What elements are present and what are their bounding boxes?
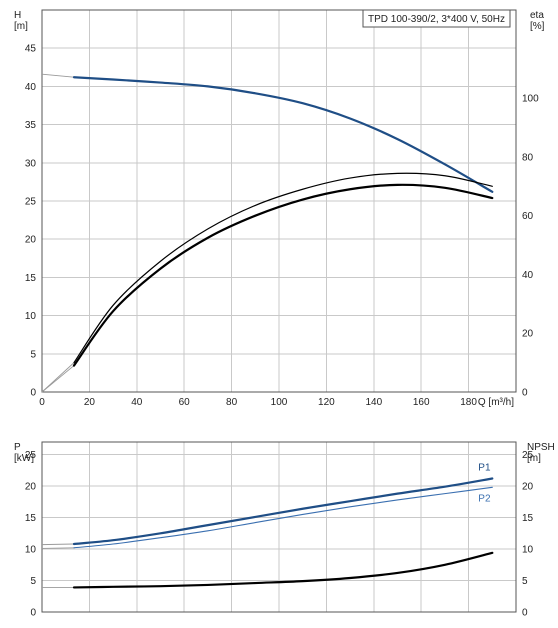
chart-title-box: TPD 100-390/2, 3*400 V, 50Hz: [362, 9, 511, 28]
y-left-tick-label: 5: [30, 349, 36, 360]
y-right-tick-label: 25: [522, 450, 534, 461]
y-right-axis-label: NPSH: [527, 442, 555, 453]
y-left-tick-label: 5: [30, 576, 36, 587]
x-tick-label: 160: [413, 397, 430, 408]
y-left-tick-label: 0: [30, 608, 36, 619]
y-right-tick-label: 15: [522, 513, 534, 524]
chart-panel-2: 0 5 10 15 20 25 0 5 10 15 20 25 P[kW] NPSH[m] P1 P2: [14, 441, 555, 619]
y-left-tick-label: 20: [25, 235, 37, 246]
series-extension-line: [41, 365, 75, 393]
y-right-tick-label: 100: [522, 94, 539, 105]
y-right-tick-label: 40: [522, 270, 534, 281]
y-left-tick-label: 20: [25, 482, 37, 493]
series-label: P2: [478, 493, 491, 504]
y-left-tick-label: 30: [25, 158, 37, 169]
series-line-p2: [73, 486, 493, 549]
series-label: P1: [478, 463, 491, 474]
y-left-tick-label: 0: [30, 388, 36, 399]
x-tick-label: 20: [84, 397, 96, 408]
y-left-axis-label: H: [14, 10, 21, 21]
chart-title: TPD 100-390/2, 3*400 V, 50Hz: [368, 14, 505, 25]
chart-panel-1: 0 5 10 15 20 25 30 35 40 45 0 20 40 60 80 100 0 20 40 60 80 1…: [14, 9, 545, 408]
x-tick-label: 40: [131, 397, 143, 408]
y-left-tick-label: 10: [25, 545, 37, 556]
x-tick-label: 120: [318, 397, 335, 408]
y-right-axis-label: [%]: [530, 21, 545, 32]
y-right-axis-label: [m]: [527, 453, 541, 464]
y-left-tick-label: 15: [25, 513, 37, 524]
x-tick-label: 140: [365, 397, 382, 408]
y-left-tick-label: 15: [25, 273, 37, 284]
series-extension-line: [41, 543, 75, 546]
x-tick-label: 80: [226, 397, 238, 408]
y-right-tick-label: 10: [522, 545, 534, 556]
y-left-axis-label: P: [14, 442, 21, 453]
y-right-tick-label: 20: [522, 329, 534, 340]
y-left-tick-label: 40: [25, 82, 37, 93]
series-line-1-1: [72, 76, 494, 193]
x-tick-label: 0: [39, 397, 45, 408]
y-left-tick-label: 25: [25, 450, 37, 461]
y-right-tick-label: 20: [522, 482, 534, 493]
y-right-axis-label: eta: [530, 10, 544, 21]
y-right-tick-label: 5: [522, 576, 528, 587]
y-right-tick-label: 0: [522, 608, 528, 619]
y-left-tick-label: 25: [25, 197, 37, 208]
series-extension-line: [41, 73, 75, 78]
y-left-axis-label: [m]: [14, 21, 28, 32]
y-left-tick-label: 10: [25, 311, 37, 322]
x-tick-label: 60: [179, 397, 191, 408]
y-left-axis-label: [kW]: [14, 453, 34, 464]
x-axis-label: Q [m³/h]: [478, 397, 514, 408]
series-extension-line: [41, 547, 75, 549]
chart-title-frame: [362, 9, 511, 28]
y-right-tick-label: 80: [522, 152, 534, 163]
series-line-1-3: [72, 183, 494, 367]
y-right-tick-label: 60: [522, 211, 534, 222]
plot-frame: [41, 441, 517, 613]
y-left-tick-label: 35: [25, 120, 37, 131]
series-line-p1: [72, 477, 494, 546]
plot-frame: [41, 9, 517, 393]
y-left-tick-label: 45: [25, 44, 37, 55]
x-tick-label: 100: [271, 397, 288, 408]
series-line-2-3: [72, 551, 494, 589]
x-tick-label: 180: [460, 397, 477, 408]
series-line-1-2: [73, 172, 493, 364]
y-right-tick-label: 0: [522, 388, 528, 399]
